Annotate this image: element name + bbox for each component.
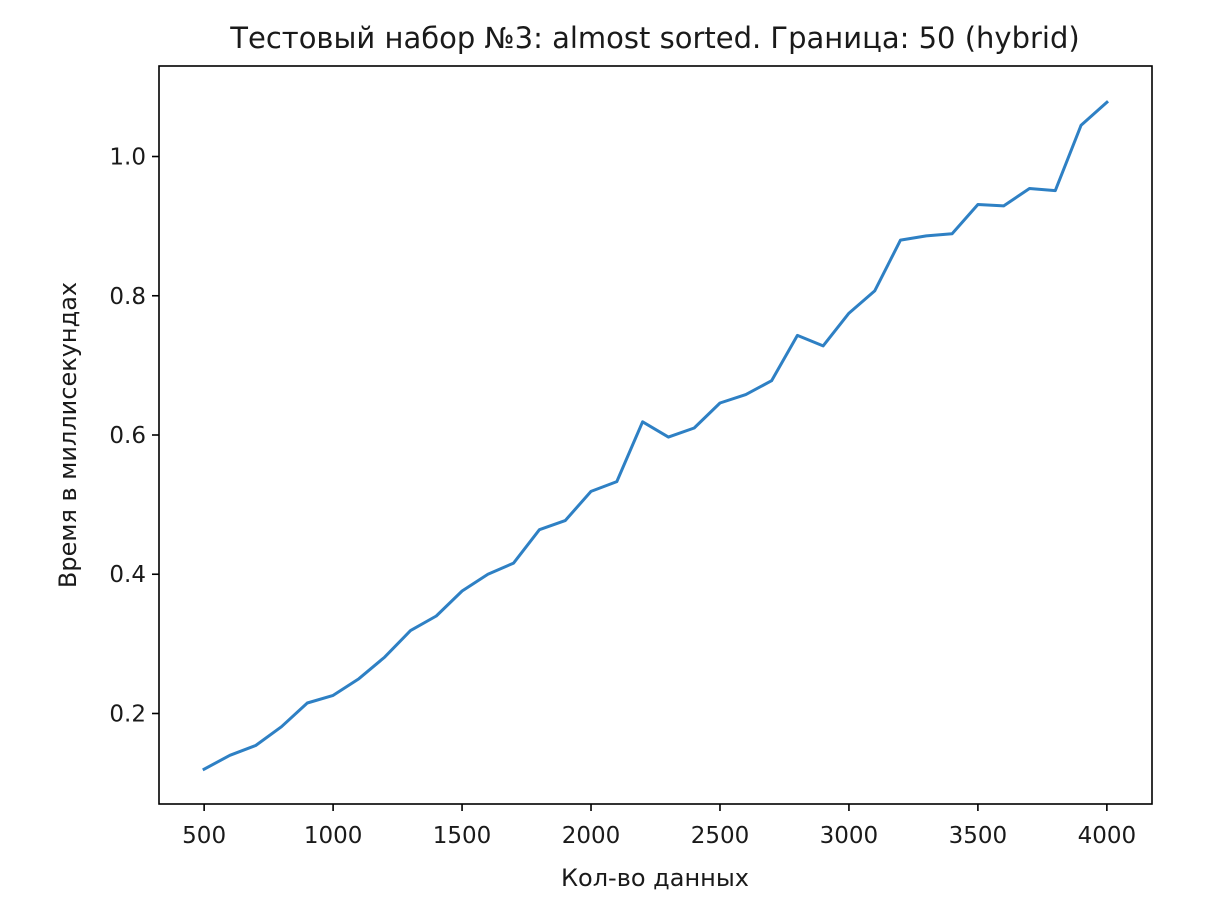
chart-title: Тестовый набор №3: almost sorted. Границ… — [229, 21, 1079, 55]
y-tick-label: 1.0 — [109, 145, 146, 171]
plot-area: 500 1000 1500 2000 2500 3000 3500 4000 0.20.40.… — [109, 65, 1153, 849]
y-tick-label: 0.6 — [109, 423, 146, 449]
x-tick-label: 3000 — [820, 823, 879, 849]
x-tick-label: 2500 — [691, 823, 750, 849]
x-tick-label: 3500 — [949, 823, 1008, 849]
y-axis: 0.2 0.4 0.6 0.8 1.0 — [109, 145, 159, 727]
series-line — [202, 100, 1110, 772]
x-axis: 500 1000 1500 2000 2500 3000 3500 4000 — [182, 804, 1136, 849]
x-tick-label: 1500 — [433, 823, 492, 849]
y-tick-label: 0.4 — [109, 562, 146, 588]
y-tick-label: 0.2 — [109, 701, 146, 727]
y-axis-label: Время в миллисекундах — [54, 282, 82, 588]
x-axis-label: Кол-во данных — [561, 864, 749, 892]
x-tick-label: 4000 — [1078, 823, 1137, 849]
y-tick-label: 0.8 — [109, 284, 146, 310]
x-tick-label: 2000 — [562, 823, 621, 849]
x-tick-label: 1000 — [304, 823, 363, 849]
x-tick-label: 500 — [182, 823, 226, 849]
